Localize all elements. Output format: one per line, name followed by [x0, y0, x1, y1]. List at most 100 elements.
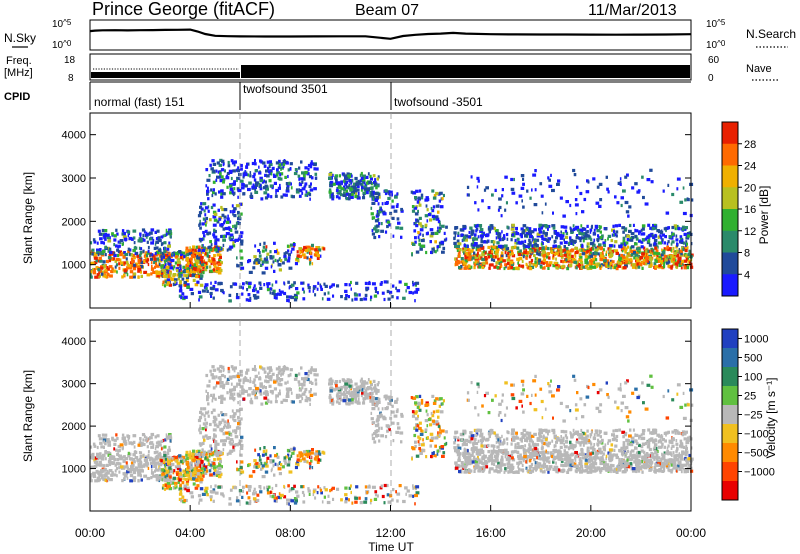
velocity-cell [245, 371, 249, 375]
power-cell [347, 197, 351, 201]
power-cell [248, 285, 252, 289]
power-cell [357, 195, 360, 199]
power-cell [535, 238, 540, 242]
power-cell [462, 238, 465, 242]
power-cell [412, 283, 415, 287]
power-cell [686, 198, 690, 202]
power-cell [260, 197, 264, 201]
power-cell [328, 176, 332, 180]
power-cell [380, 222, 383, 226]
nave-label: Nave [746, 63, 772, 75]
power-cell [536, 234, 541, 238]
power-cell [174, 261, 178, 265]
velocity-cell [145, 437, 149, 441]
power-cell [169, 271, 172, 275]
power-cell [470, 232, 474, 236]
power-cell [188, 271, 191, 276]
power-cell [612, 224, 615, 228]
power-cell [215, 267, 220, 271]
power-cell [510, 227, 515, 231]
velocity-cell [162, 478, 166, 482]
power-cell [664, 235, 667, 239]
power-cell [253, 178, 256, 182]
power-cell [104, 229, 108, 233]
power-cell [500, 263, 502, 267]
power-cell [551, 235, 554, 239]
power-cell [306, 172, 310, 176]
velocity-cell [267, 379, 270, 384]
power-cell [516, 257, 521, 261]
power-cell [604, 239, 607, 243]
power-cell [212, 223, 217, 227]
velocity-cell [102, 438, 107, 442]
power-cell [429, 240, 432, 244]
velocity-cell [311, 448, 314, 452]
power-cell [322, 247, 326, 251]
power-cell [301, 171, 305, 175]
power-cell [112, 257, 116, 261]
velocity-cell [228, 451, 232, 455]
power-cell [158, 262, 161, 266]
velocity-cell [172, 486, 177, 490]
power-cell [680, 261, 683, 266]
velocity-cell [179, 483, 182, 487]
velocity-cell [342, 379, 346, 383]
power-cell [480, 234, 485, 238]
velocity-cell [303, 459, 307, 463]
power-cell [318, 254, 322, 258]
power-cell [366, 187, 370, 191]
velocity-cell [92, 442, 96, 446]
power-cell [202, 217, 206, 221]
power-cell [671, 264, 674, 268]
power-cell [594, 246, 597, 250]
power-cell [643, 261, 646, 265]
power-cell [654, 233, 657, 238]
velocity-cell [151, 458, 156, 462]
power-cell [562, 264, 565, 268]
power-cell [482, 245, 485, 249]
velocity-cell [142, 453, 145, 457]
power-cell [432, 205, 436, 209]
power-cell [617, 260, 619, 264]
power-cell [222, 235, 226, 239]
noise-tick-high-right: 10^5 [706, 18, 726, 30]
power-cell [207, 186, 209, 190]
power-cell [298, 166, 301, 170]
power-cell [185, 275, 190, 279]
power-cell [247, 298, 252, 302]
power-cell [405, 289, 407, 293]
power-cell [608, 244, 613, 248]
power-cell [199, 239, 202, 243]
power-cell [378, 235, 381, 239]
power-cell [282, 193, 286, 197]
velocity-cell [205, 469, 209, 473]
power-cell [371, 190, 374, 194]
power-cell [198, 248, 201, 252]
power-cell [263, 241, 266, 245]
power-cell [663, 227, 668, 231]
power-cell [425, 196, 429, 200]
power-cell [185, 295, 188, 299]
power-cell [683, 232, 687, 236]
velocity-cell [261, 475, 266, 479]
power-cell [377, 192, 381, 196]
power-cell [210, 188, 213, 192]
power-cell [115, 263, 118, 267]
power-cell [412, 280, 414, 284]
power-cell [150, 261, 153, 265]
power-cell [284, 257, 288, 261]
power-cell [226, 172, 230, 176]
power-cell [254, 169, 258, 173]
power-cell [462, 236, 466, 240]
velocity-cell [142, 438, 145, 442]
power-cell [229, 220, 232, 224]
power-cell [626, 238, 630, 242]
velocity-cell [328, 382, 332, 386]
power-cell [164, 271, 167, 275]
velocity-cell [294, 465, 298, 470]
velocity-cell [196, 472, 200, 476]
power-cell [239, 261, 243, 266]
velocity-cell [185, 462, 190, 466]
power-cell [536, 232, 541, 236]
power-cell [547, 252, 549, 256]
